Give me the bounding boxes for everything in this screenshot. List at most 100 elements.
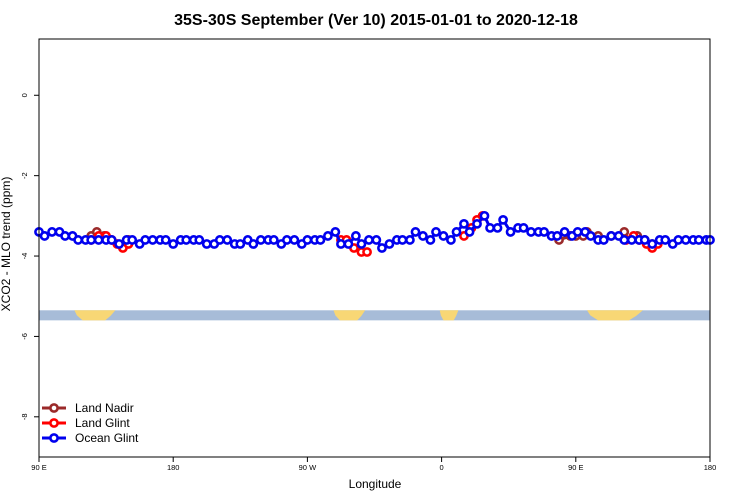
land-segment: [586, 310, 643, 321]
legend-marker: [49, 403, 59, 413]
x-tick-label: 0: [440, 463, 444, 472]
y-tick-label: -6: [20, 333, 29, 340]
legend-item: Land Nadir: [42, 401, 134, 415]
data-point: [39, 231, 50, 241]
x-tick-label: 90 W: [299, 463, 317, 472]
data-point: [660, 235, 671, 245]
series-ocean-glint: [34, 210, 715, 253]
legend-marker: [49, 418, 59, 428]
x-tick-label: 90 E: [568, 463, 583, 472]
legend-marker: [49, 433, 59, 443]
data-point: [343, 239, 354, 249]
data-point: [459, 218, 469, 229]
chart-title: 35S-30S September (Ver 10) 2015-01-01 to…: [174, 12, 578, 29]
data-point: [693, 235, 704, 245]
plot-frame: [38, 38, 711, 458]
data-point: [598, 235, 609, 245]
data-point: [302, 235, 313, 245]
data-point: [336, 239, 346, 249]
legend-label: Ocean Glint: [75, 431, 139, 445]
data-point: [330, 227, 341, 237]
data-point: [626, 235, 637, 245]
data-point: [235, 239, 246, 249]
data-point: [606, 231, 617, 241]
data-point: [364, 235, 374, 245]
data-point: [539, 227, 550, 237]
ocean-band: [39, 310, 710, 321]
data-point: [377, 243, 387, 253]
data-point: [323, 231, 333, 241]
data-point: [446, 235, 456, 245]
data-point: [647, 239, 658, 249]
data-point: [559, 227, 570, 237]
data-point: [585, 231, 596, 241]
data-point: [472, 218, 482, 229]
data-point: [619, 235, 630, 245]
x-tick-label: 180: [167, 463, 180, 472]
data-point: [60, 231, 70, 241]
data-point: [492, 223, 503, 233]
data-point: [498, 214, 509, 225]
data-point: [362, 247, 372, 257]
data-point: [405, 235, 415, 245]
x-axis-label: Longitude: [349, 477, 402, 491]
data-point: [73, 235, 84, 245]
y-tick-label: 0: [20, 93, 29, 97]
data-point: [160, 235, 171, 245]
data-point: [505, 227, 516, 237]
legend-label: Land Glint: [75, 416, 130, 430]
data-point: [147, 235, 158, 245]
data-point: [479, 210, 490, 221]
data-point: [526, 227, 536, 237]
data-point: [464, 227, 475, 237]
data-point: [572, 227, 583, 237]
data-point: [194, 235, 205, 245]
data-point: [93, 235, 104, 245]
data-point: [397, 235, 408, 245]
data-point: [281, 235, 292, 245]
data-point: [214, 235, 225, 245]
data-point: [552, 231, 563, 241]
legend-item: Ocean Glint: [42, 431, 139, 445]
data-point: [289, 235, 300, 245]
data-point: [255, 235, 266, 245]
legend-label: Land Nadir: [75, 401, 134, 415]
data-point: [518, 223, 529, 233]
data-point: [47, 227, 57, 237]
x-axis-ticks: 90 E 180 90 W 0 90 E 180: [31, 457, 716, 472]
data-point: [140, 235, 151, 245]
data-point: [431, 227, 441, 237]
data-point: [425, 235, 436, 245]
data-point: [639, 235, 650, 245]
data-point: [356, 239, 367, 249]
data-point: [106, 235, 117, 245]
data-point: [315, 235, 326, 245]
x-tick-label: 90 E: [31, 463, 46, 472]
y-tick-label: -2: [20, 172, 29, 179]
data-point: [350, 231, 361, 241]
y-tick-label: -4: [20, 253, 29, 260]
data-point: [451, 227, 462, 237]
data-point: [438, 231, 449, 241]
data-point: [114, 239, 125, 249]
data-point: [485, 223, 495, 233]
data-point: [673, 235, 684, 245]
legend-item: Land Glint: [42, 416, 130, 430]
data-point: [268, 235, 279, 245]
data-point: [410, 227, 421, 237]
land-segment: [333, 310, 366, 321]
y-tick-label: -8: [20, 413, 29, 420]
series-layer: [34, 210, 715, 257]
land-ocean-band: [39, 310, 710, 321]
data-point: [371, 235, 382, 245]
x-tick-label: 180: [704, 463, 717, 472]
land-segment: [74, 310, 116, 321]
data-point: [181, 235, 192, 245]
data-point: [222, 235, 233, 245]
data-point: [418, 231, 428, 241]
land-segment: [439, 310, 459, 321]
data-point: [86, 235, 97, 245]
